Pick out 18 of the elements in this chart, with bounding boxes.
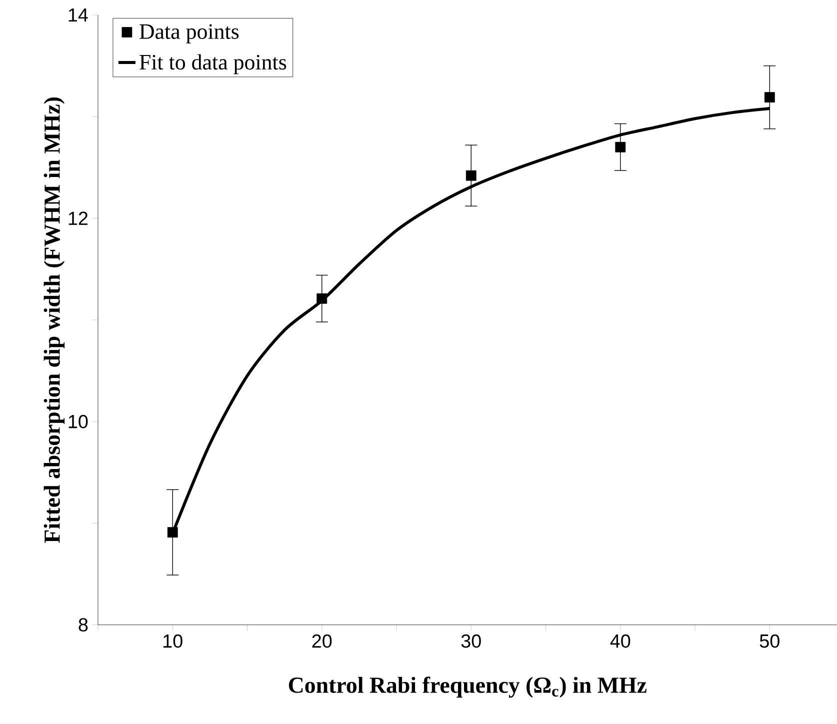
y-tick-label: 12 — [68, 212, 88, 225]
y-axis-title: Fitted absorption dip width (FWHM in MHz) — [44, 98, 65, 543]
x-tick-label: 30 — [461, 634, 481, 648]
legend-label: Fit to data points — [140, 54, 286, 74]
y-tick-label: 10 — [68, 414, 88, 428]
point — [466, 170, 476, 181]
x-tick-label: 50 — [760, 634, 780, 648]
x-tick-label: 40 — [610, 634, 630, 648]
x-tick-label: 20 — [312, 634, 332, 648]
y-tick-label: 14 — [68, 8, 88, 22]
x-tick-label: 10 — [164, 634, 182, 648]
point — [615, 142, 626, 152]
y-tick-label: 8 — [78, 618, 88, 632]
point — [167, 527, 178, 538]
legend-label: Data points — [140, 24, 239, 44]
point — [316, 293, 328, 304]
x-axis-title: Control Rabi frequency (Ω$_{c}$) in MHz — [288, 676, 646, 698]
point — [764, 92, 775, 103]
